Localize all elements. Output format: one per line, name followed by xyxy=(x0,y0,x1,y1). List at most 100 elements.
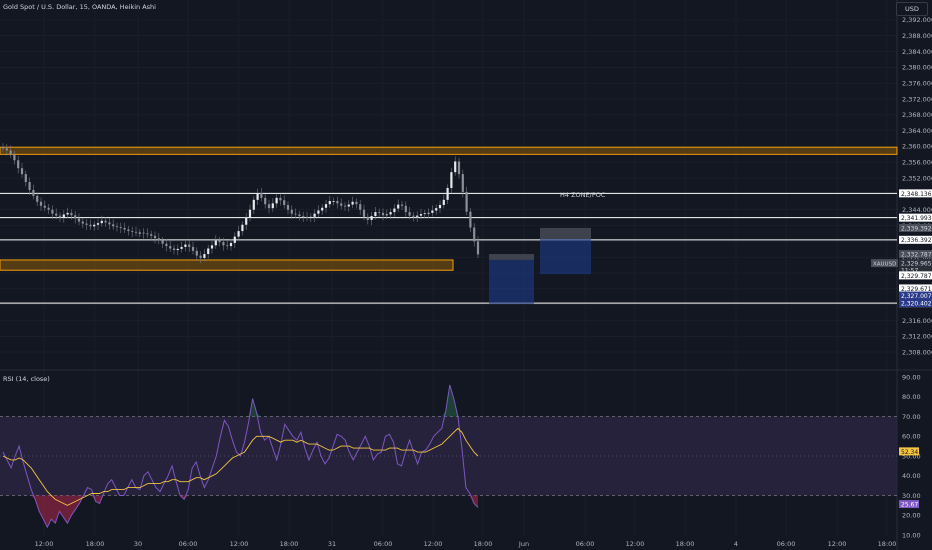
candle xyxy=(195,250,198,256)
candle xyxy=(473,227,476,242)
rsi-oversold-fill xyxy=(31,495,478,528)
candle xyxy=(245,217,248,225)
candle xyxy=(5,148,8,151)
candle xyxy=(336,201,339,204)
price-tag-label: 2,327.007 xyxy=(901,293,932,300)
time-tick-label: 06:00 xyxy=(374,540,393,548)
candle xyxy=(62,214,65,218)
price-tick-label: 2,372.000 xyxy=(902,95,932,103)
candle xyxy=(20,168,24,175)
candle xyxy=(279,197,282,201)
candle xyxy=(55,213,58,216)
candle xyxy=(32,189,35,196)
rsi-value-tag xyxy=(899,500,919,509)
time-tick-label: 31 xyxy=(328,540,336,548)
candle xyxy=(286,204,290,210)
candle xyxy=(435,208,438,211)
price-tick-label: 2,376.000 xyxy=(902,79,932,87)
candle xyxy=(283,200,286,205)
candle xyxy=(324,204,328,208)
candle xyxy=(184,244,187,247)
price-tick-label: 2,380.000 xyxy=(902,64,932,72)
rsi-value-tag-label: 25.67 xyxy=(901,501,918,508)
candle xyxy=(313,213,316,217)
candle xyxy=(28,182,31,190)
candle xyxy=(161,240,164,244)
candle xyxy=(355,201,358,205)
candle xyxy=(362,209,366,217)
candle xyxy=(260,193,263,198)
time-tick-label: 12:00 xyxy=(828,540,847,548)
candle xyxy=(70,212,73,216)
rsi-ma-tag xyxy=(899,447,919,456)
candle xyxy=(180,246,183,249)
candle xyxy=(347,204,350,207)
candle xyxy=(378,212,381,213)
candle xyxy=(476,241,480,255)
price-tag xyxy=(899,291,932,300)
upper-zone xyxy=(0,146,898,155)
candle xyxy=(385,214,388,216)
candle xyxy=(47,207,50,210)
currency-selector[interactable]: USD xyxy=(896,2,928,16)
candle xyxy=(43,205,46,208)
time-tick-label: 18:00 xyxy=(878,540,897,548)
candle xyxy=(138,232,141,234)
price-tag xyxy=(899,259,932,268)
time-tick-label: 12:00 xyxy=(424,540,443,548)
candle xyxy=(465,191,468,212)
candle xyxy=(199,255,202,258)
candle xyxy=(9,150,12,155)
projection-box xyxy=(489,259,534,304)
chart-title: Gold Spot / U.S. Dollar, 15, OANDA, Heik… xyxy=(3,3,156,11)
candle xyxy=(408,212,411,216)
candle xyxy=(298,214,301,217)
candle xyxy=(400,204,404,206)
candle xyxy=(446,187,449,200)
candle xyxy=(305,216,309,218)
candle xyxy=(370,216,373,221)
candle xyxy=(119,227,122,228)
candle xyxy=(74,215,77,219)
candle xyxy=(112,224,115,227)
candle xyxy=(233,236,236,243)
candle xyxy=(108,222,111,225)
candle xyxy=(153,235,157,239)
candle xyxy=(416,215,419,217)
price-tag xyxy=(899,284,932,293)
candle xyxy=(172,248,176,251)
rsi-tick-label: 20.00 xyxy=(902,512,921,520)
time-tick-label: 18:00 xyxy=(86,540,105,548)
lower-zone xyxy=(0,259,454,271)
candle xyxy=(381,212,385,216)
candle xyxy=(359,204,362,210)
candle xyxy=(397,204,400,209)
candle xyxy=(267,204,271,209)
candle xyxy=(58,215,62,218)
candle xyxy=(218,240,221,243)
candle xyxy=(123,227,126,230)
price-tick-label: 2,316.000 xyxy=(902,317,932,325)
candle xyxy=(442,199,445,205)
candle xyxy=(134,231,138,233)
candle xyxy=(438,204,442,209)
candle xyxy=(169,246,172,249)
candle xyxy=(256,193,259,200)
candle xyxy=(207,248,210,255)
price-tick-label: 2,308.000 xyxy=(902,348,932,356)
candle xyxy=(51,209,54,214)
candle xyxy=(214,240,217,246)
symbol-tag-label: XAUUSD xyxy=(873,262,896,268)
price-tick-label: 2,392.000 xyxy=(902,16,932,24)
candle xyxy=(115,226,119,228)
price-tick-label: 2,360.000 xyxy=(902,143,932,151)
price-tag xyxy=(899,271,932,280)
rsi-tick-label: 60.00 xyxy=(902,433,921,441)
price-tick-label: 2,384.000 xyxy=(902,48,932,56)
candle xyxy=(241,224,244,232)
candle xyxy=(66,212,69,215)
candle xyxy=(343,205,347,207)
rsi-tick-label: 30.00 xyxy=(902,492,921,500)
time-tick-label: 18:00 xyxy=(280,540,299,548)
